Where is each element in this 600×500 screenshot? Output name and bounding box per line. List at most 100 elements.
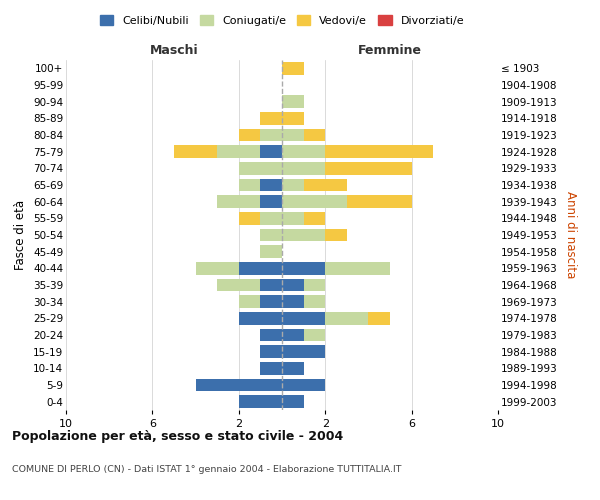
Bar bbox=[174, 146, 282, 158]
Bar bbox=[260, 196, 282, 208]
Bar bbox=[282, 96, 304, 108]
Bar bbox=[282, 279, 325, 291]
Bar bbox=[282, 146, 325, 158]
Bar bbox=[217, 196, 282, 208]
Bar bbox=[282, 329, 304, 341]
Text: Femmine: Femmine bbox=[358, 44, 422, 57]
Bar bbox=[260, 279, 282, 291]
Bar bbox=[239, 212, 282, 224]
Bar bbox=[282, 296, 304, 308]
Bar bbox=[239, 162, 282, 174]
Bar bbox=[260, 246, 282, 258]
Bar bbox=[239, 396, 282, 408]
Bar bbox=[174, 146, 282, 158]
Bar bbox=[282, 212, 304, 224]
Bar bbox=[282, 262, 325, 274]
Bar bbox=[239, 396, 282, 408]
Bar bbox=[260, 362, 282, 374]
Bar bbox=[282, 296, 325, 308]
Bar bbox=[196, 379, 282, 391]
Bar bbox=[260, 346, 282, 358]
Bar bbox=[282, 362, 304, 374]
Bar bbox=[217, 196, 282, 208]
Bar bbox=[239, 179, 282, 192]
Bar bbox=[282, 312, 390, 324]
Bar bbox=[260, 179, 282, 192]
Bar bbox=[239, 312, 282, 324]
Bar bbox=[260, 329, 282, 341]
Bar bbox=[260, 346, 282, 358]
Bar bbox=[282, 229, 347, 241]
Bar bbox=[239, 162, 282, 174]
Bar bbox=[282, 396, 304, 408]
Bar bbox=[282, 312, 390, 324]
Bar bbox=[282, 96, 304, 108]
Bar bbox=[217, 279, 282, 291]
Bar bbox=[282, 179, 347, 192]
Text: Popolazione per età, sesso e stato civile - 2004: Popolazione per età, sesso e stato civil… bbox=[12, 430, 343, 443]
Bar bbox=[282, 346, 325, 358]
Bar bbox=[282, 312, 368, 324]
Bar bbox=[260, 246, 282, 258]
Bar bbox=[282, 329, 325, 341]
Bar bbox=[282, 162, 325, 174]
Bar bbox=[260, 362, 282, 374]
Bar bbox=[239, 179, 282, 192]
Text: Maschi: Maschi bbox=[149, 44, 199, 57]
Bar bbox=[196, 379, 282, 391]
Bar bbox=[239, 312, 282, 324]
Bar bbox=[282, 179, 347, 192]
Bar bbox=[260, 296, 282, 308]
Bar bbox=[239, 296, 282, 308]
Bar bbox=[282, 279, 325, 291]
Bar bbox=[282, 346, 325, 358]
Bar bbox=[282, 196, 347, 208]
Y-axis label: Fasce di età: Fasce di età bbox=[14, 200, 28, 270]
Bar bbox=[260, 329, 282, 341]
Bar bbox=[282, 379, 325, 391]
Bar bbox=[282, 329, 325, 341]
Bar bbox=[282, 312, 325, 324]
Bar bbox=[282, 129, 325, 141]
Bar bbox=[260, 346, 282, 358]
Bar bbox=[282, 162, 412, 174]
Bar bbox=[282, 396, 304, 408]
Bar bbox=[282, 262, 390, 274]
Bar bbox=[282, 362, 304, 374]
Bar bbox=[239, 212, 282, 224]
Bar bbox=[239, 179, 282, 192]
Bar bbox=[260, 112, 282, 124]
Bar bbox=[282, 379, 325, 391]
Bar bbox=[196, 262, 282, 274]
Bar bbox=[282, 362, 304, 374]
Bar bbox=[239, 162, 282, 174]
Bar bbox=[282, 379, 325, 391]
Bar bbox=[282, 329, 325, 341]
Bar bbox=[282, 296, 325, 308]
Bar bbox=[282, 179, 304, 192]
Bar bbox=[282, 112, 304, 124]
Bar bbox=[282, 262, 390, 274]
Bar bbox=[239, 312, 282, 324]
Bar bbox=[282, 279, 325, 291]
Bar bbox=[282, 162, 412, 174]
Bar bbox=[217, 146, 282, 158]
Bar bbox=[282, 296, 325, 308]
Bar bbox=[282, 146, 433, 158]
Bar bbox=[282, 396, 304, 408]
Bar bbox=[239, 396, 282, 408]
Bar bbox=[260, 229, 282, 241]
Bar bbox=[260, 346, 282, 358]
Bar bbox=[282, 212, 325, 224]
Bar bbox=[260, 129, 282, 141]
Bar bbox=[282, 346, 325, 358]
Bar bbox=[239, 396, 282, 408]
Bar bbox=[260, 212, 282, 224]
Bar bbox=[260, 329, 282, 341]
Bar bbox=[282, 362, 304, 374]
Y-axis label: Anni di nascita: Anni di nascita bbox=[564, 192, 577, 278]
Bar bbox=[196, 379, 282, 391]
Bar bbox=[282, 229, 347, 241]
Bar bbox=[282, 129, 325, 141]
Bar bbox=[239, 312, 282, 324]
